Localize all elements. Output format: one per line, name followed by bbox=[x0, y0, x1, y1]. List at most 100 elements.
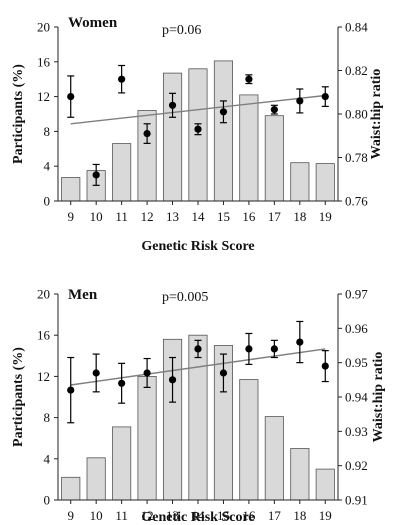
left-tick-label: 20 bbox=[37, 287, 50, 302]
right-tick-label: 0.78 bbox=[345, 150, 368, 165]
bar-10 bbox=[86, 457, 106, 501]
left-tick-label: 4 bbox=[44, 159, 51, 174]
p-value-annotation: p=0.06 bbox=[162, 23, 201, 38]
point-18 bbox=[296, 97, 304, 105]
left-tick-label: 0 bbox=[44, 194, 51, 209]
left-tick-label: 12 bbox=[37, 89, 50, 104]
x-tick-label: 9 bbox=[67, 209, 74, 224]
bar-17 bbox=[264, 416, 284, 501]
x-tick-label: 16 bbox=[242, 209, 256, 224]
trend-line bbox=[70, 348, 326, 386]
point-14 bbox=[194, 125, 202, 133]
p-value-annotation: p=0.005 bbox=[162, 290, 208, 305]
bar-15 bbox=[213, 60, 234, 202]
bar-16 bbox=[239, 379, 259, 501]
bar-19 bbox=[315, 163, 335, 202]
x-tick-label: 9 bbox=[67, 508, 74, 523]
point-10 bbox=[92, 369, 100, 377]
panel-title: Women bbox=[68, 15, 118, 31]
point-15 bbox=[219, 108, 228, 116]
point-17 bbox=[270, 345, 278, 353]
trend-line bbox=[70, 94, 326, 125]
bar-19 bbox=[315, 468, 335, 501]
left-tick-label: 8 bbox=[44, 410, 51, 425]
bar-18 bbox=[290, 162, 310, 202]
bar-9 bbox=[61, 476, 81, 501]
left-tick-label: 16 bbox=[37, 54, 51, 69]
point-9 bbox=[67, 386, 75, 394]
left-tick-label: 20 bbox=[37, 20, 50, 35]
women-panel: 0 4 8 12 16 20 0.76 0.78 0.80 0.82 0.84 9 10 11 12 13 14… bbox=[11, 15, 384, 254]
x-tick-label: 12 bbox=[141, 209, 154, 224]
bar-14 bbox=[188, 334, 208, 501]
left-tick-label: 16 bbox=[37, 328, 51, 343]
point-11 bbox=[118, 379, 126, 387]
left-y-axis-label: Participants (%) bbox=[11, 64, 26, 164]
bar-9 bbox=[61, 177, 81, 202]
point-19 bbox=[321, 93, 329, 101]
x-axis-label: Genetic Risk Score bbox=[141, 239, 254, 254]
x-tick-label: 13 bbox=[166, 209, 179, 224]
x-tick-label: 17 bbox=[268, 508, 282, 523]
left-tick-label: 8 bbox=[44, 124, 51, 139]
bar-12 bbox=[137, 375, 157, 501]
bar-16 bbox=[239, 94, 259, 202]
point-13 bbox=[168, 376, 177, 384]
x-tick-label: 19 bbox=[319, 209, 332, 224]
x-axis-label: Genetic Risk Score bbox=[141, 510, 254, 525]
x-tick-label: 14 bbox=[192, 508, 206, 523]
bar-13 bbox=[162, 72, 183, 202]
bar-17 bbox=[264, 115, 284, 202]
point-12 bbox=[143, 369, 151, 377]
x-tick-label: 18 bbox=[293, 209, 306, 224]
x-tick-label: 10 bbox=[90, 508, 103, 523]
point-16 bbox=[245, 345, 253, 353]
x-tick-label: 14 bbox=[192, 209, 206, 224]
point-14 bbox=[194, 345, 202, 353]
right-tick-label: 0.95 bbox=[345, 355, 368, 370]
right-tick-label: 0.80 bbox=[345, 107, 368, 122]
point-18 bbox=[296, 338, 304, 346]
right-tick-label: 0.93 bbox=[345, 424, 368, 439]
right-tick-label: 0.94 bbox=[345, 390, 368, 405]
x-tick-label: 13 bbox=[166, 508, 179, 523]
point-13 bbox=[168, 101, 177, 109]
right-tick-label: 0.76 bbox=[345, 194, 368, 209]
bar-11 bbox=[112, 143, 132, 202]
point-11 bbox=[118, 75, 126, 83]
x-tick-label: 12 bbox=[141, 508, 154, 523]
x-tick-label: 10 bbox=[90, 209, 103, 224]
point-19 bbox=[321, 362, 329, 370]
point-9 bbox=[67, 93, 75, 101]
men-panel: 0 4 8 12 16 20 0.91 0.92 0.93 0.94 0.95 0.96 0.97 9 10… bbox=[11, 287, 386, 525]
x-tick-label: 18 bbox=[293, 508, 306, 523]
left-tick-label: 12 bbox=[37, 369, 50, 384]
right-tick-label: 0.84 bbox=[345, 20, 368, 35]
left-y-axis-label: Participants (%) bbox=[11, 347, 26, 447]
point-17 bbox=[270, 106, 278, 114]
right-y-axis-label: Waist:hip ratio bbox=[369, 69, 384, 160]
point-16 bbox=[245, 75, 253, 83]
right-tick-label: 0.96 bbox=[345, 321, 368, 336]
x-tick-label: 16 bbox=[242, 508, 256, 523]
left-tick-label: 0 bbox=[44, 493, 51, 508]
x-tick-label: 11 bbox=[115, 508, 128, 523]
bar-11 bbox=[112, 426, 132, 501]
right-tick-label: 0.97 bbox=[345, 287, 368, 302]
x-tick-label: 11 bbox=[115, 209, 128, 224]
right-tick-label: 0.92 bbox=[345, 458, 368, 473]
bar-18 bbox=[290, 448, 310, 501]
x-tick-label: 15 bbox=[217, 209, 230, 224]
panel-title: Men bbox=[68, 287, 98, 303]
x-tick-label: 17 bbox=[268, 209, 282, 224]
left-tick-label: 4 bbox=[44, 451, 51, 466]
point-10 bbox=[92, 171, 100, 179]
point-12 bbox=[143, 130, 151, 138]
point-15 bbox=[219, 369, 228, 377]
x-tick-label: 19 bbox=[319, 508, 332, 523]
right-tick-label: 0.82 bbox=[345, 63, 368, 78]
right-y-axis-label: Waist:hip ratio bbox=[371, 352, 386, 443]
right-tick-label: 0.91 bbox=[345, 493, 368, 508]
x-tick-label: 15 bbox=[217, 508, 230, 523]
